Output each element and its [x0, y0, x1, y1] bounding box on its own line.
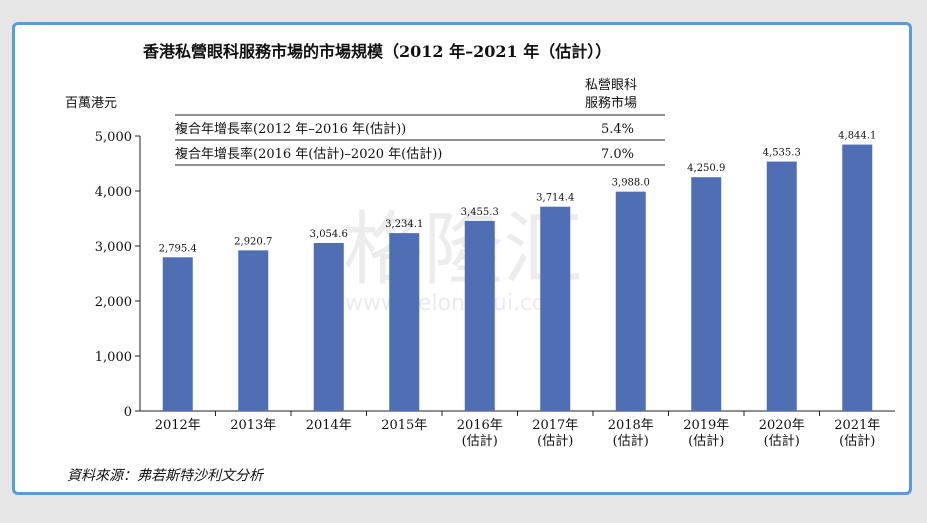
- y-tick-label: 3,000: [95, 240, 132, 255]
- x-tick-label: (估計): [839, 433, 875, 449]
- data-label: 4,535.3: [763, 148, 801, 159]
- bar: [766, 161, 797, 411]
- bar: [238, 250, 269, 411]
- x-tick-label: 2014年: [306, 418, 352, 433]
- x-tick-label: 2015年: [381, 418, 427, 433]
- cagr-header-line1: 私營眼科: [585, 78, 637, 93]
- x-tick-label: 2012年: [155, 418, 201, 433]
- y-tick-label: 0: [124, 405, 132, 420]
- data-label: 4,250.9: [687, 163, 725, 174]
- chart-title: 香港私營眼科服務市場的市場規模（2012 年–2021 年（估計））: [142, 42, 611, 61]
- bar: [389, 233, 420, 411]
- y-tick-label: 4,000: [95, 185, 132, 200]
- bar: [691, 177, 722, 411]
- cagr-row-2-value: 7.0%: [601, 147, 634, 162]
- category-labels: 2012年 2013年 2014年 2015年 2016年(估計)2017年(估計)20…: [155, 418, 881, 449]
- bar-chart: 香港私營眼科服務市場的市場規模（2012 年–2021 年（估計）） 百萬港元 …: [65, 42, 895, 484]
- y-tick-label: 5,000: [95, 130, 132, 145]
- x-tick-label: 2013年: [230, 418, 276, 433]
- bar: [540, 206, 571, 411]
- data-label: 4,844.1: [838, 131, 876, 142]
- x-tick-label: 2020年: [759, 418, 805, 433]
- watermark-url: www.gelonghui.com: [345, 291, 567, 316]
- bar: [162, 257, 193, 411]
- x-tick-label: 2017年: [532, 418, 578, 433]
- data-label: 2,795.4: [159, 243, 197, 254]
- data-label: 3,988.0: [612, 178, 650, 189]
- cagr-table: 私營眼科 服務市場 複合年增長率(2012 年–2016 年(估計)) 5.4%…: [175, 78, 665, 166]
- x-tick-label: (估計): [613, 433, 649, 449]
- bar: [313, 242, 344, 411]
- data-label: 3,455.3: [461, 207, 499, 218]
- chart-frame: 香港私營眼科服務市場的市場規模（2012 年–2021 年（估計）） 百萬港元 …: [12, 22, 912, 495]
- x-tick-label: 2018年: [608, 418, 654, 433]
- bar: [842, 144, 873, 411]
- data-label: 3,234.1: [385, 219, 423, 230]
- y-tick-label: 1,000: [95, 350, 132, 365]
- data-label: 2,920.7: [234, 236, 272, 247]
- x-tick-label: (估計): [688, 433, 724, 449]
- y-tick-label: 2,000: [95, 295, 132, 310]
- cagr-row-1-label: 複合年增長率(2012 年–2016 年(估計)): [175, 121, 406, 137]
- source-note: 資料來源：弗若斯特沙利文分析: [67, 468, 265, 484]
- x-tick-label: (估計): [764, 433, 800, 449]
- x-tick-label: (估計): [537, 433, 573, 449]
- cagr-row-2-label: 複合年增長率(2016 年(估計)–2020 年(估計)): [175, 146, 442, 162]
- data-labels: 2,795.4 2,920.7 3,054.6 3,234.1 3,455.3 3,714…: [159, 131, 877, 255]
- bar: [464, 220, 495, 411]
- bar: [615, 191, 646, 411]
- x-tick-label: 2019年: [683, 418, 729, 433]
- y-axis-label: 百萬港元: [65, 96, 117, 111]
- data-label: 3,714.4: [536, 193, 574, 204]
- data-label: 3,054.6: [310, 229, 348, 240]
- bars: [162, 144, 873, 411]
- cagr-row-1-value: 5.4%: [601, 122, 634, 137]
- cagr-header-line2: 服務市場: [585, 95, 637, 111]
- x-tick-label: 2016年: [457, 418, 503, 433]
- x-tick-label: 2021年: [834, 418, 880, 433]
- x-tick-label: (估計): [462, 433, 498, 449]
